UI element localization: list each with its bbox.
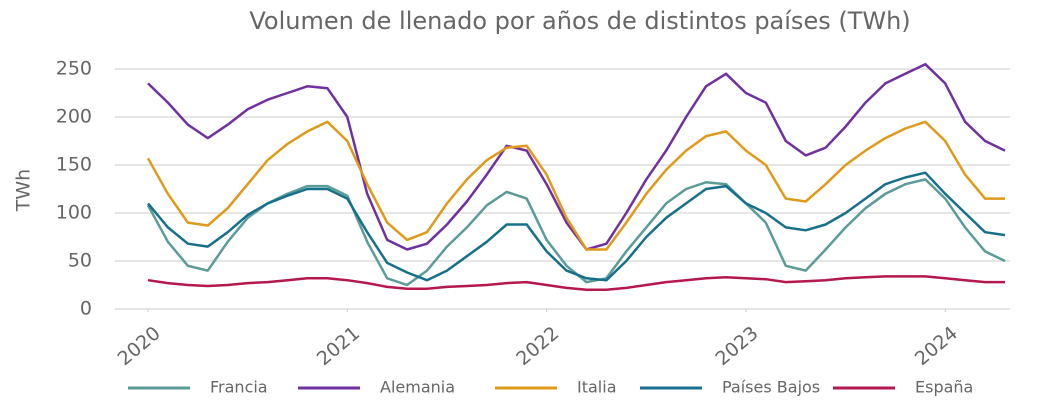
y-tick-label: 0: [80, 298, 92, 320]
y-tick-label: 200: [56, 106, 92, 128]
x-tick-label: 2020: [114, 322, 165, 370]
y-tick-label: 150: [56, 154, 92, 176]
legend-label: Países Bajos: [722, 378, 820, 397]
legend-label: España: [915, 378, 973, 397]
series-line: [147, 171, 1006, 282]
series-line: [146, 120, 1005, 251]
series-line: [147, 62, 1006, 251]
x-tick-label: 2024: [911, 322, 962, 370]
y-tick-label: 50: [68, 250, 92, 272]
y-tick-label: 100: [56, 202, 92, 224]
y-axis-label: TWh: [13, 169, 35, 212]
x-tick-label: 2021: [313, 322, 364, 370]
x-tick-label: 2023: [711, 322, 762, 370]
chart-title: Volumen de llenado por años de distintos…: [249, 7, 910, 35]
y-tick-label: 250: [56, 58, 92, 80]
legend-label: Alemania: [380, 378, 455, 397]
legend-label: Italia: [577, 378, 617, 397]
legend-label: Francia: [210, 378, 268, 397]
series-line: [147, 275, 1005, 292]
x-tick-label: 2022: [512, 322, 563, 370]
